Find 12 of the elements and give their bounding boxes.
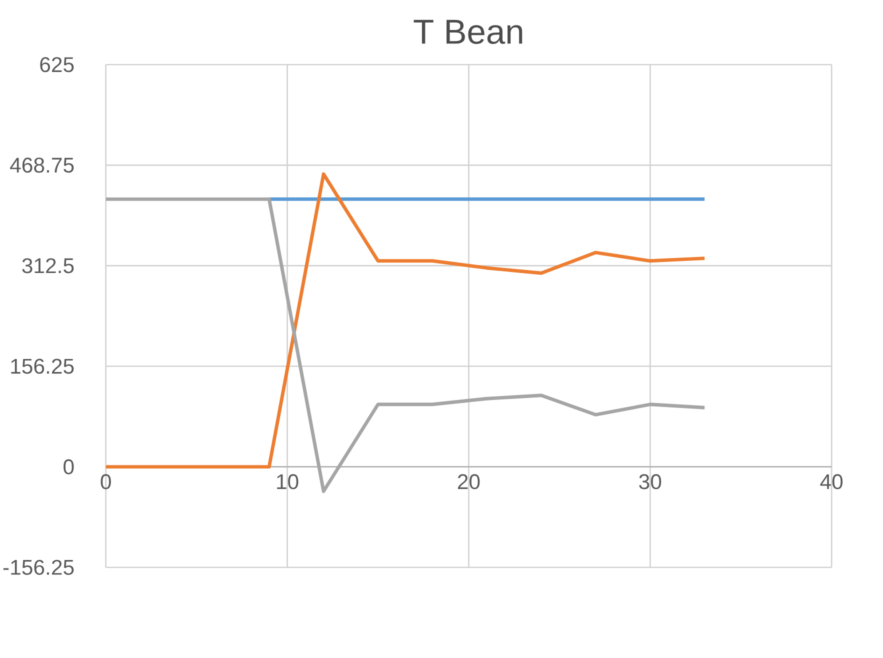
y-tick-label: 625 xyxy=(40,57,74,72)
chart-title: T Bean xyxy=(414,20,522,44)
y-tick-label: 312.5 xyxy=(22,258,74,274)
x-tick-label: 0 xyxy=(100,474,111,490)
y-tick-label: 468.75 xyxy=(10,158,74,173)
x-tick-label: 30 xyxy=(639,474,662,490)
y-tick-label: 0 xyxy=(64,459,74,474)
x-tick-label: 20 xyxy=(458,474,480,490)
x-tick-label: 40 xyxy=(820,474,843,490)
y-tick-label: 156.25 xyxy=(11,358,74,374)
x-tick-label: 10 xyxy=(277,474,298,490)
y-tick-label: -156.25 xyxy=(3,560,74,575)
